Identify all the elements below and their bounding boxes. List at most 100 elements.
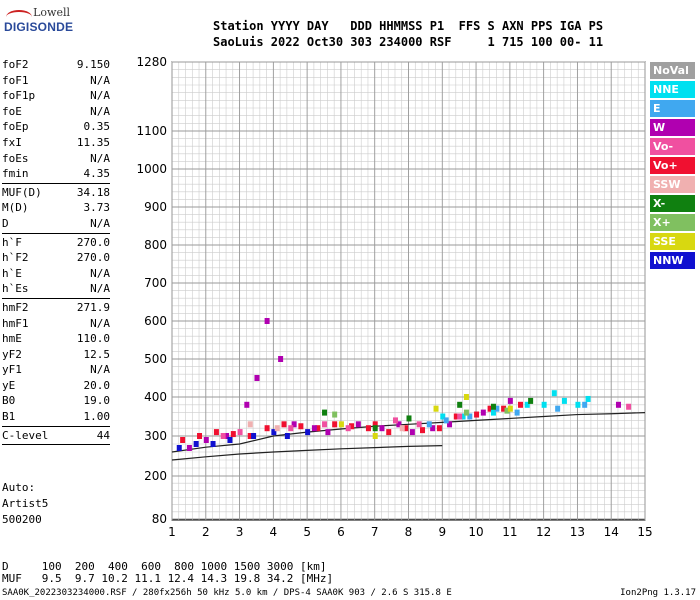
echo-point (392, 417, 398, 424)
divider (2, 182, 110, 184)
x-tick-label: 6 (337, 525, 345, 539)
param-row: B0 19.0 (2, 393, 110, 409)
echo-point (315, 425, 321, 432)
param-name: hmF1 (2, 316, 29, 330)
param-value: 34.18 (76, 185, 110, 199)
echo-point (203, 437, 209, 443)
param-name: foF1 (2, 73, 29, 87)
param-name: B1 (2, 410, 16, 424)
echo-point (291, 421, 297, 428)
param-name: MUF(D) (2, 185, 42, 199)
echo-point (457, 413, 463, 420)
param-row: foF2 9.150 (2, 57, 110, 73)
echo-point (247, 433, 253, 439)
param-value: 271.9 (76, 300, 110, 314)
echo-point (322, 421, 328, 428)
echo-point (430, 425, 436, 432)
echo-point (372, 425, 378, 432)
param-name: M(D) (2, 201, 29, 215)
echo-point (365, 425, 371, 432)
param-value: N/A (90, 266, 110, 280)
param-name: foE (2, 104, 22, 118)
echo-point (355, 421, 361, 428)
param-value: 19.0 (83, 394, 111, 408)
param-row: D N/A (2, 216, 110, 232)
echo-point (420, 427, 426, 434)
y-tick-label: 1280 (136, 55, 167, 69)
param-row: yF2 12.5 (2, 347, 110, 363)
echo-point (403, 425, 409, 432)
polarization-legend: NoVal NNE E W Vo- Vo+ SSW X- X+ SSE NNW (650, 62, 695, 271)
param-name: foF2 (2, 58, 29, 71)
params-group-5: C-level 44 (2, 428, 110, 444)
echo-point (284, 433, 290, 439)
echo-point (244, 401, 250, 408)
header-line-1: Station YYYY DAY DDD HHMMSS P1 FFS S AXN… (213, 19, 604, 33)
x-tick-label: 11 (502, 525, 517, 539)
param-name: hmF2 (2, 300, 29, 314)
y-tick-label: 1000 (136, 162, 167, 176)
x-tick-label: 15 (637, 525, 652, 539)
echo-point (457, 401, 463, 408)
param-value: 270.0 (76, 251, 110, 265)
echo-point (230, 431, 236, 438)
echo-point (251, 433, 257, 439)
echo-point (409, 429, 415, 436)
echo-point (436, 425, 442, 432)
echo-point (555, 405, 561, 412)
echo-point (463, 409, 469, 416)
param-value: 110.0 (76, 332, 110, 346)
echo-point (271, 429, 277, 436)
param-value: N/A (90, 216, 110, 230)
param-row: foF1 N/A (2, 73, 110, 89)
auto-code: 500200 (2, 513, 42, 526)
param-row: B1 1.00 (2, 409, 110, 425)
echo-point (325, 429, 331, 436)
param-row: h`E N/A (2, 266, 110, 282)
x-tick-label: 2 (202, 525, 210, 539)
x-tick-label: 10 (468, 525, 483, 539)
echo-point (264, 318, 270, 324)
divider (2, 232, 110, 234)
x-tick-label: 12 (536, 525, 551, 539)
echo-point (463, 394, 469, 400)
echo-point (332, 411, 338, 418)
param-row: h`F 270.0 (2, 235, 110, 251)
echo-point (626, 403, 632, 410)
echo-point (443, 417, 449, 424)
param-name: fxI (2, 135, 22, 149)
echo-point (210, 441, 216, 447)
param-name: foF1p (2, 89, 36, 103)
scaled-parameters-panel: foF2 9.150 foF1 N/A foF1p N/A foE N/A foEp 0.35 fx… (2, 57, 110, 446)
param-row: M(D) 3.73 (2, 200, 110, 216)
logo-swoosh (6, 10, 32, 24)
param-row: foF1p N/A (2, 88, 110, 104)
echo-point (322, 409, 328, 416)
divider (2, 444, 110, 446)
legend-item: NNE (650, 81, 695, 98)
param-row: foE N/A (2, 104, 110, 120)
echo-point (338, 421, 344, 428)
echo-point (582, 401, 588, 408)
echo-point (227, 437, 233, 443)
x-tick-label: 7 (371, 525, 379, 539)
echo-point (349, 423, 355, 430)
echo-point (453, 413, 459, 420)
param-name: fmin (2, 167, 29, 181)
echo-point (180, 437, 186, 443)
legend-item: X+ (650, 214, 695, 231)
profile-curve (171, 445, 443, 461)
echo-point (507, 397, 513, 404)
param-row: hmF1 N/A (2, 316, 110, 332)
param-name: foEp (2, 120, 29, 134)
param-value: 11.35 (76, 135, 110, 149)
footer-muf-row: MUF 9.5 9.7 10.2 11.1 12.4 14.3 19.8 34.… (2, 572, 334, 585)
param-name: h`F (2, 235, 22, 249)
legend-item: NoVal (650, 62, 695, 79)
legend-item: NNW (650, 252, 695, 269)
param-name: B0 (2, 394, 16, 408)
echo-point (247, 421, 253, 428)
auto-label: Auto: (2, 481, 36, 494)
param-name: foEs (2, 151, 29, 165)
